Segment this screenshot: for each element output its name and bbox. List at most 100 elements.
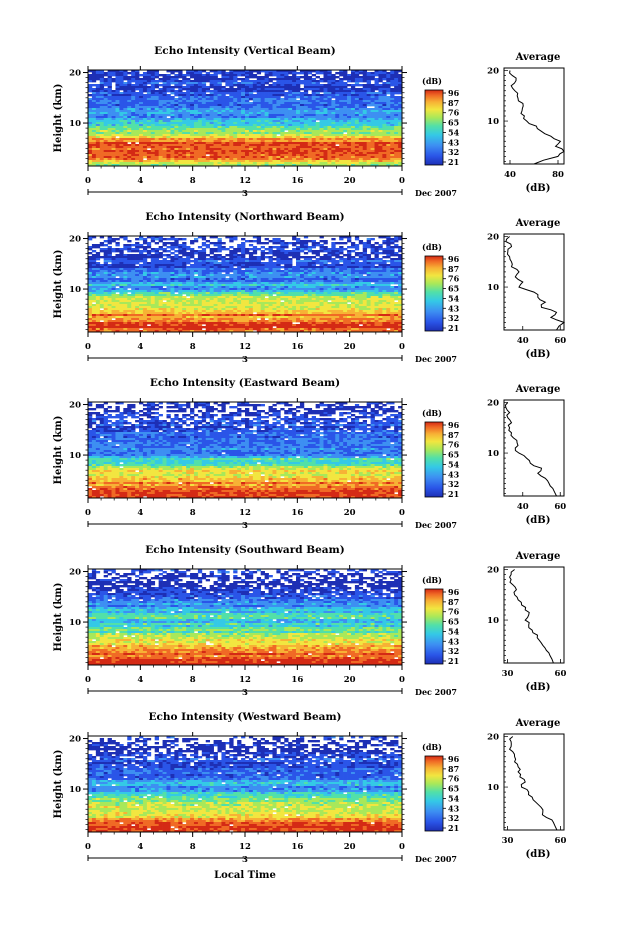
heatmap-cell (327, 84, 332, 87)
heatmap-cell (303, 126, 309, 129)
heatmap-cell (252, 164, 258, 167)
heatmap-cell (88, 144, 93, 147)
heatmap-cell (280, 258, 285, 261)
heatmap-cell (335, 252, 340, 255)
heatmap-cell (209, 108, 214, 111)
heatmap-cell (229, 76, 234, 79)
heatmap-cell (264, 150, 269, 153)
heatmap-cell (190, 140, 195, 143)
heatmap-cell (319, 90, 324, 93)
heatmap-cell (256, 126, 262, 129)
heatmap-cell (95, 128, 101, 131)
heatmap-cell (178, 270, 183, 273)
heatmap-cell (146, 154, 152, 157)
heatmap-cell (307, 140, 313, 143)
heatmap-cell (272, 78, 277, 81)
heatmap-cell (123, 74, 128, 77)
heatmap-cell (339, 106, 344, 109)
heatmap-cell (335, 272, 340, 275)
heatmap-cell (99, 92, 105, 95)
heatmap-cell (162, 126, 167, 129)
heatmap-cell (260, 144, 265, 147)
heatmap-cell (398, 138, 403, 141)
heatmap-cell (209, 150, 214, 153)
heatmap-cell (362, 260, 368, 263)
heatmap-cell (307, 144, 313, 147)
heatmap-cell (362, 142, 368, 145)
heatmap-cell (119, 128, 124, 131)
heatmap-cell (241, 88, 246, 91)
heatmap-cell (386, 240, 391, 243)
heatmap-cell (386, 104, 391, 107)
heatmap-cell (154, 154, 159, 157)
heatmap-cell (335, 154, 340, 157)
heatmap-cell (146, 86, 152, 89)
heatmap-cell (213, 148, 218, 151)
heatmap-cell (107, 108, 112, 111)
heatmap-cell (248, 252, 254, 255)
heatmap-cell (139, 90, 144, 93)
heatmap-cell (264, 100, 269, 103)
heatmap-cell (178, 126, 183, 129)
heatmap-cell (123, 274, 128, 277)
heatmap-cell (347, 272, 352, 275)
heatmap-cell (260, 246, 265, 249)
heatmap-cell (205, 78, 211, 81)
heatmap-cell (347, 240, 352, 243)
heatmap-cell (248, 94, 254, 97)
heatmap-cell (174, 260, 179, 263)
heatmap-cell (201, 116, 207, 119)
heatmap-cell (237, 262, 242, 265)
heatmap-cell (319, 84, 324, 87)
heatmap-cell (366, 122, 371, 125)
heatmap-cell (142, 162, 148, 165)
heatmap-cell (268, 86, 273, 89)
heatmap-cell (182, 242, 187, 245)
heatmap-cell (386, 112, 391, 115)
heatmap-cell (166, 94, 171, 97)
heatmap-cell (170, 140, 175, 143)
heatmap-cell (256, 152, 262, 155)
heatmap-cell (331, 108, 336, 111)
heatmap-cell (91, 88, 97, 91)
heatmap-cell (190, 138, 195, 141)
heatmap-cell (343, 158, 348, 161)
heatmap-cell (245, 154, 250, 157)
heatmap-cell (319, 118, 324, 121)
heatmap-cell (276, 136, 281, 139)
heatmap-cell (331, 132, 336, 135)
heatmap-cell (386, 144, 391, 147)
heatmap-cell (95, 156, 101, 159)
heatmap-cell (323, 250, 328, 253)
heatmap-cell (182, 112, 187, 115)
heatmap-cell (252, 86, 258, 89)
heatmap-cell (311, 132, 316, 135)
heatmap-cell (394, 126, 399, 129)
heatmap-cell (139, 108, 144, 111)
heatmap-cell (88, 100, 93, 103)
heatmap-cell (166, 158, 171, 161)
heatmap-cell (139, 144, 144, 147)
heatmap-cell (307, 158, 313, 161)
heatmap-cell (166, 118, 171, 121)
heatmap-cell (319, 106, 324, 109)
heatmap-cell (229, 114, 234, 117)
heatmap-cell (135, 72, 140, 75)
heatmap-cell (272, 104, 277, 107)
heatmap-cell (241, 86, 246, 89)
heatmap-cell (201, 126, 207, 129)
heatmap-cell (315, 146, 320, 149)
heatmap-cell (146, 100, 152, 103)
heatmap-cell (135, 110, 140, 113)
heatmap-cell (111, 270, 116, 273)
heatmap-cell (362, 136, 368, 139)
heatmap-cell (103, 130, 108, 133)
heatmap-cell (303, 148, 309, 151)
heatmap-cell (264, 264, 269, 267)
heatmap-cell (260, 108, 265, 111)
heatmap-cell (91, 92, 97, 95)
heatmap-cell (205, 264, 211, 267)
heatmap-cell (209, 70, 214, 73)
heatmap-cell (170, 256, 175, 259)
heatmap-cell (284, 246, 289, 249)
